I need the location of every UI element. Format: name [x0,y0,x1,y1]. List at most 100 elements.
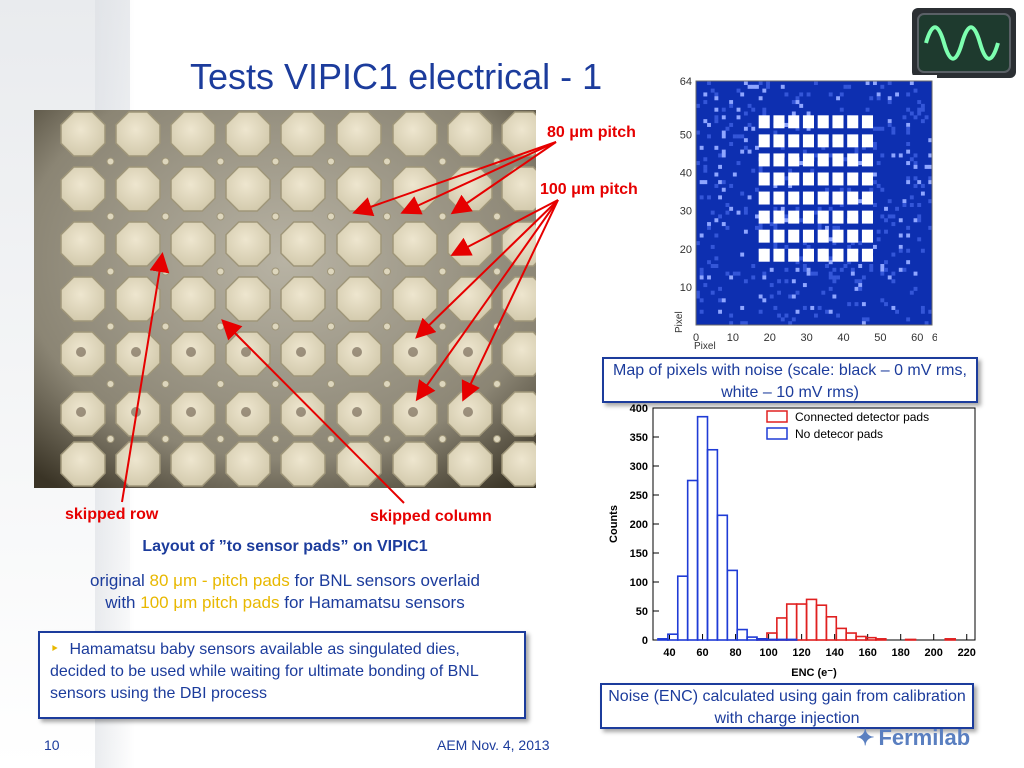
noise-cell [909,290,914,295]
noise-pad-cell [861,115,873,129]
noise-cell [780,317,785,322]
noise-cell [710,290,715,295]
noise-cell [814,81,818,86]
noise-pad-cell [861,172,873,186]
noise-cell [799,92,804,97]
noise-pad-cell [758,210,770,224]
sensor-pad [392,221,438,267]
noise-cell [924,321,929,326]
noise-cell [928,153,933,158]
sensor-pad [280,276,326,322]
pad-bond-mark [131,347,141,357]
noise-map-x-tick: 30 [801,332,813,344]
noise-cell [703,180,708,185]
noise-cell [743,206,748,211]
noise-map-y-tick: 10 [680,282,692,294]
noise-cell [895,92,900,97]
sensor-pad [447,111,493,157]
sensor-pad [336,111,382,157]
noise-cell [843,84,848,89]
noise-cell [721,222,726,227]
noise-cell [898,244,903,249]
noise-pad-cell [758,153,770,167]
small-pad [216,267,225,276]
small-pad [383,157,391,166]
noise-cell [703,168,708,173]
noise-cell [736,88,741,93]
noise-cell [891,153,896,158]
noise-cell [876,92,881,97]
noise-cell [718,309,723,314]
noise-cell [791,279,796,284]
noise-cell [725,126,730,131]
noise-cell [806,271,811,276]
noise-pad-cell [847,115,859,129]
noise-cell [707,225,711,230]
small-pad [493,267,501,276]
noise-cell [928,176,933,181]
noise-cell [769,267,774,272]
noise-cell [696,130,700,135]
noise-cell [928,199,933,204]
noise-cell [714,107,719,112]
noise-cell [773,222,778,227]
noise-cell [920,305,925,310]
noise-pad-cell [773,153,785,167]
noise-pad-cell [758,248,770,262]
noise-cell [887,199,892,204]
noise-cell [858,241,863,246]
noise-cell [725,203,730,208]
noise-cell [696,241,700,246]
noise-cell [861,145,866,150]
x-tick-label: 40 [663,647,675,659]
arrow-100-3 [415,199,559,402]
noise-cell [880,264,885,269]
noise-cell [839,92,844,97]
noise-cell [906,149,911,154]
legend-label: Connected detector pads [795,410,929,424]
noise-cell [884,218,888,223]
noise-cell [710,88,715,93]
histogram-bar [875,638,887,641]
noise-cell [784,92,789,97]
noise-pad-cell [832,115,844,129]
noise-cell [832,279,837,284]
noise-cell [795,126,800,131]
oscilloscope-logo [912,8,1016,78]
arrow-100-1 [450,199,559,256]
noise-cell [876,237,881,242]
noise-cell [895,206,900,211]
noise-cell [891,305,896,310]
noise-cell [898,248,903,253]
noise-cell [795,290,800,295]
layout-caption-heading: Layout of ”to sensor pads” on VIPIC1 [142,538,428,555]
pad-bond-mark [241,407,251,417]
noise-cell [721,107,726,112]
small-pad [383,267,391,276]
noise-pad-cell [788,191,800,205]
noise-cell [865,107,870,112]
noise-cell [913,271,918,276]
pad-bond-mark [76,347,86,357]
small-pad [493,212,501,221]
noise-cell [714,172,719,177]
noise-cell [729,275,734,280]
noise-cell [751,275,756,280]
noise-cell [913,115,918,120]
noise-cell [707,195,711,200]
noise-pad-cell [832,229,844,243]
noise-cell [884,260,888,265]
noise-cell [743,81,748,86]
sensor-pad [336,276,382,322]
noise-cell [906,130,911,135]
noise-pad-cell [817,210,829,224]
sensor-pad [225,221,271,267]
small-pad [327,267,335,276]
noise-cell [755,84,759,89]
noise-map-x-tick: 40 [837,332,849,344]
noise-cell [847,187,852,192]
noise-map-x-tick: 20 [764,332,776,344]
noise-cell [714,145,719,150]
noise-cell [762,275,767,280]
noise-map-y-tick: 20 [680,244,692,256]
